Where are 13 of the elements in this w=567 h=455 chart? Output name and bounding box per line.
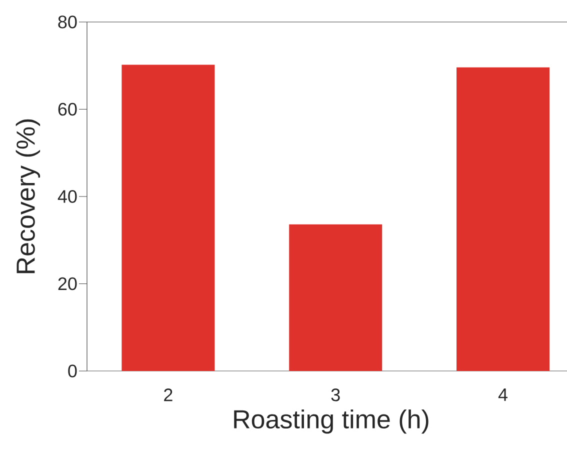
y-tick-label: 60 xyxy=(58,102,77,116)
y-tick-label: 40 xyxy=(58,190,77,203)
y-tick-label: 80 xyxy=(58,16,77,28)
bar xyxy=(122,64,215,371)
bar xyxy=(289,224,382,371)
x-tick-label: 3 xyxy=(331,388,340,402)
y-tick-label: 0 xyxy=(68,364,77,378)
bar xyxy=(456,67,550,371)
x-tick-label: 4 xyxy=(498,388,508,401)
y-axis-title: Recovery (%) xyxy=(16,119,40,274)
x-tick-label: 2 xyxy=(164,388,172,402)
y-tick-label: 20 xyxy=(58,277,77,290)
x-axis-title: Roasting time (h) xyxy=(234,409,428,434)
